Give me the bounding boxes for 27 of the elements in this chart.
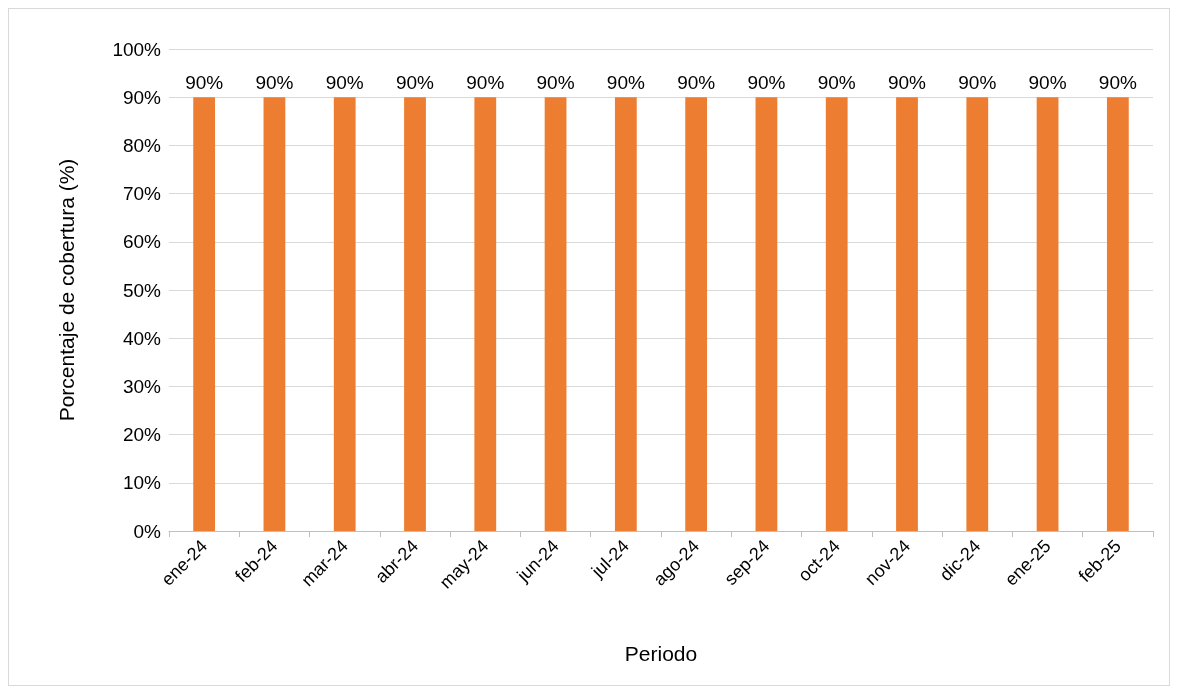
data-label: 90%	[466, 72, 505, 94]
y-tick-label: 0%	[133, 520, 162, 542]
y-tick-label: 100%	[112, 38, 162, 60]
data-label: 90%	[536, 72, 575, 94]
data-label: 90%	[1028, 72, 1067, 94]
y-tick-label: 50%	[122, 279, 162, 301]
y-tick-label: 80%	[122, 134, 162, 156]
x-axis-title: Periodo	[624, 642, 698, 665]
data-label: 90%	[817, 72, 856, 94]
y-tick-label: 30%	[122, 375, 162, 397]
data-label: 90%	[325, 72, 364, 94]
y-tick-label: 60%	[122, 231, 162, 253]
y-tick-label: 10%	[122, 472, 162, 494]
data-label: 90%	[185, 72, 224, 94]
y-tick-label: 90%	[122, 86, 162, 108]
data-label: 90%	[747, 72, 786, 94]
data-label: 90%	[677, 72, 716, 94]
data-label: 90%	[887, 72, 927, 94]
data-label: 90%	[1098, 72, 1137, 94]
data-label: 90%	[255, 72, 294, 94]
y-tick-label: 20%	[122, 424, 162, 446]
data-label: 90%	[958, 72, 997, 94]
y-tick-label: 40%	[122, 327, 162, 349]
y-axis-title: Porcentaje de cobertura (%)	[55, 158, 78, 422]
data-label: 90%	[395, 72, 435, 94]
y-tick-label: 70%	[122, 183, 162, 205]
data-label: 90%	[606, 72, 645, 94]
